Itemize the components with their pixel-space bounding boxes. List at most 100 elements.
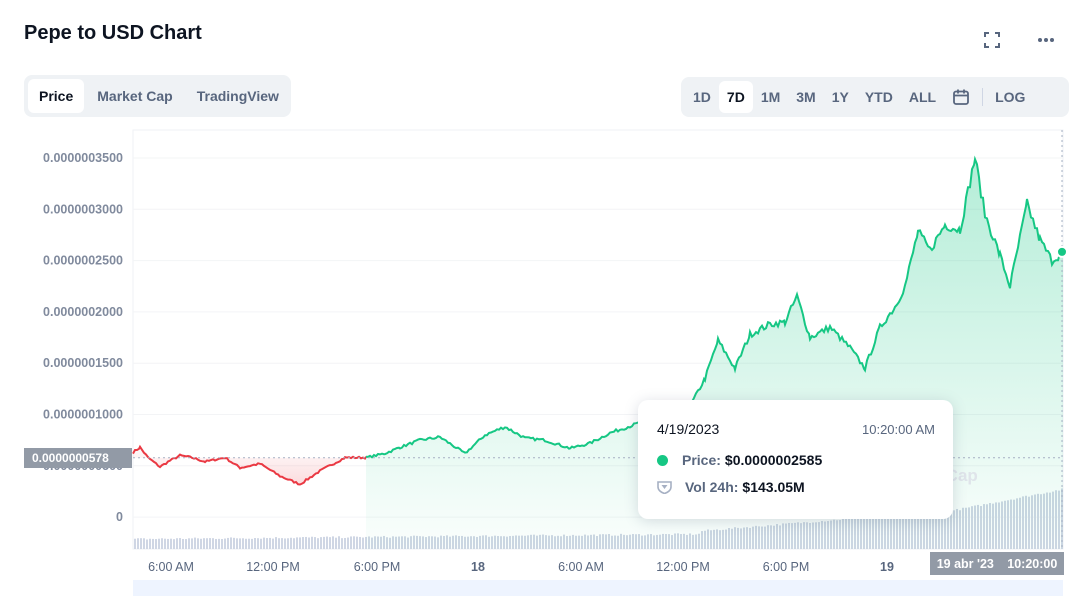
y-tick-label: 0.0000002000 [43, 305, 123, 319]
y-tick-label: 0.0000001500 [43, 356, 123, 370]
volume-bar [272, 538, 274, 549]
tooltip-date: 4/19/2023 [657, 421, 720, 437]
volume-bar [242, 538, 244, 549]
volume-bar [290, 537, 292, 549]
volume-bar [215, 538, 217, 549]
volume-bar [233, 537, 235, 549]
volume-bar [176, 538, 178, 549]
tooltip-volume-value: $143.05M [742, 479, 805, 495]
volume-bar [263, 537, 265, 549]
volume-bar [164, 538, 166, 549]
volume-bar [245, 538, 247, 549]
price-lines [132, 155, 1064, 486]
current-price-tag: 0.0000000578 [24, 448, 132, 468]
tab-price[interactable]: Price [28, 79, 85, 113]
volume-bar [197, 538, 199, 549]
tab-tradingview[interactable]: TradingView [196, 88, 279, 104]
crosshair-date: 19 abr '23 [936, 556, 994, 571]
calendar-icon[interactable] [944, 81, 978, 113]
volume-bar [278, 538, 280, 549]
volume-bar [335, 537, 337, 549]
range-3m[interactable]: 3M [796, 89, 816, 105]
y-tick-label: 0.0000003000 [43, 202, 123, 216]
volume-bar [332, 536, 334, 549]
volume-bar [269, 537, 271, 549]
volume-bar [350, 536, 352, 549]
volume-bar [308, 537, 310, 549]
volume-bar [314, 537, 316, 549]
volume-bar [362, 537, 364, 549]
volume-bar [311, 536, 313, 549]
price-tooltip: 4/19/2023 10:20:00 AM Price: $0.00000025… [638, 400, 953, 519]
volume-bar [170, 538, 172, 549]
volume-bar [194, 537, 196, 549]
y-tick-label: 0.0000003500 [43, 151, 123, 165]
more-icon[interactable] [1036, 30, 1056, 50]
range-ytd[interactable]: YTD [864, 89, 893, 105]
volume-bar [188, 538, 190, 549]
x-tick-label: 6:00 AM [558, 560, 604, 574]
tooltip-price-label: Price: [682, 452, 721, 468]
volume-bar [353, 536, 355, 549]
range-1d[interactable]: 1D [693, 89, 711, 105]
volume-bar [266, 538, 268, 549]
volume-bar [212, 538, 214, 549]
volume-bar [260, 538, 262, 549]
y-tick-label: 0 [116, 510, 123, 524]
price-dot-icon [657, 454, 668, 466]
range-1m[interactable]: 1M [760, 89, 781, 105]
time-range-selector: 1D 7D 1M 3M 1Y YTD ALL LOG [681, 77, 1069, 117]
tooltip-price-value: $0.0000002585 [724, 452, 823, 468]
log-toggle[interactable]: LOG [995, 89, 1026, 105]
volume-bar [347, 537, 349, 549]
volume-bar [158, 538, 160, 549]
crosshair-time: 10:20:00 [1007, 556, 1058, 571]
volume-bar [221, 539, 223, 549]
volume-bar [284, 538, 286, 549]
volume-bar [248, 538, 250, 549]
x-tick-label: 12:00 PM [656, 560, 710, 574]
volume-bar [254, 538, 256, 549]
range-7d[interactable]: 7D [718, 81, 753, 113]
volume-bar [161, 538, 163, 549]
range-all[interactable]: ALL [908, 89, 937, 105]
volume-bar [134, 538, 136, 549]
tab-market-cap[interactable]: Market Cap [97, 88, 173, 104]
crosshair-time-tag: 19 abr '23 10:20:00 [930, 552, 1064, 575]
volume-bar [281, 538, 283, 549]
volume-bar [143, 538, 145, 549]
volume-bar [137, 538, 139, 549]
volume-bar [326, 536, 328, 549]
volume-bar [317, 538, 319, 549]
volume-bar [179, 538, 181, 549]
x-tick-label: 19 [880, 560, 894, 574]
tooltip-time: 10:20:00 AM [862, 422, 935, 437]
tooltip-volume-row: Vol 24h: $143.05M [657, 479, 805, 495]
range-1y[interactable]: 1Y [831, 89, 849, 105]
volume-bar [296, 537, 298, 549]
y-axis: 0.0000003500 0.0000003000 0.0000002500 0.00… [43, 151, 123, 524]
volume-bar [206, 538, 208, 549]
chart-navigator[interactable] [133, 580, 1063, 596]
volume-bar [209, 538, 211, 549]
volume-bar [155, 539, 157, 549]
volume-bar [167, 538, 169, 549]
volume-bar [356, 536, 358, 549]
volume-bar [182, 538, 184, 549]
volume-bar [359, 536, 361, 549]
chart-type-tabs: Price Market Cap TradingView [24, 75, 291, 117]
volume-bar [338, 536, 340, 549]
volume-bar [275, 537, 277, 549]
expand-icon[interactable] [982, 30, 1002, 50]
volume-bar [149, 538, 151, 549]
volume-bar [140, 538, 142, 549]
volume-bar [287, 538, 289, 549]
volume-bar [191, 538, 193, 549]
volume-bar [203, 538, 205, 549]
x-tick-label: 6:00 PM [763, 560, 810, 574]
y-tick-label: 0.0000002500 [43, 254, 123, 268]
volume-bar [257, 538, 259, 549]
volume-bar [239, 538, 241, 549]
volume-bar [305, 536, 307, 549]
